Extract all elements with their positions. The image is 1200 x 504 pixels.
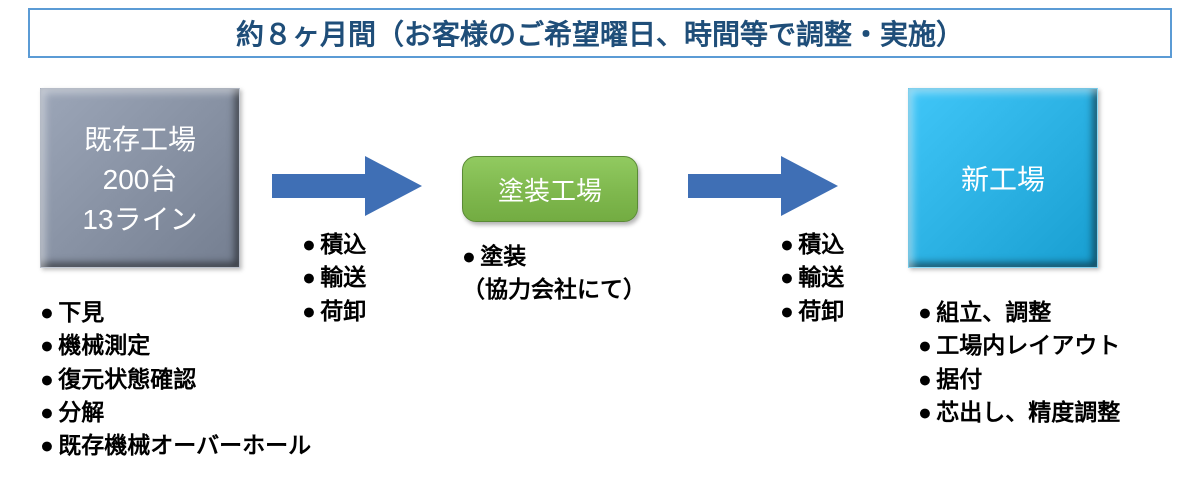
node-existing-factory: 既存工場 200台 13ライン [40, 88, 240, 268]
bullet-item: 荷卸 [780, 295, 844, 328]
bullet-item: 荷卸 [302, 295, 366, 328]
node-existing-line2: 200台 [103, 158, 178, 198]
arrow-2-shape [688, 156, 838, 216]
bullet-item: 組立、調整 [918, 296, 1120, 329]
bullets-transport-2: 積込輸送荷卸 [780, 228, 844, 328]
node-paint-factory: 塗装工場 [462, 156, 638, 222]
bullet-item: 復元状態確認 [40, 363, 311, 396]
bullet-item: 据付 [918, 363, 1120, 396]
bullet-item: 機械測定 [40, 329, 311, 362]
bullet-extra-line: （協力会社にて） [462, 273, 646, 306]
diagram-canvas: 約８ヶ月間（お客様のご希望曜日、時間等で調整・実施） 既存工場 200台 13ラ… [0, 0, 1200, 504]
bullet-item: 芯出し、精度調整 [918, 396, 1120, 429]
bullet-item: 分解 [40, 396, 311, 429]
arrow-2 [688, 156, 838, 216]
node-existing-line1: 既存工場 [84, 118, 196, 158]
bullet-item: 塗装 [462, 240, 646, 273]
bullet-item: 積込 [302, 228, 366, 261]
title-bar: 約８ヶ月間（お客様のご希望曜日、時間等で調整・実施） [28, 8, 1172, 58]
node-existing-line3: 13ライン [82, 198, 197, 238]
arrow-1-shape [272, 156, 422, 216]
bullet-item: 輸送 [302, 261, 366, 294]
bullets-existing: 下見機械測定復元状態確認分解既存機械オーバーホール [40, 296, 311, 463]
bullet-item: 輸送 [780, 261, 844, 294]
bullet-item: 工場内レイアウト [918, 329, 1120, 362]
arrow-1 [272, 156, 422, 216]
node-new-factory: 新工場 [908, 88, 1098, 268]
bullet-item: 積込 [780, 228, 844, 261]
bullets-paint: 塗装（協力会社にて） [462, 240, 646, 307]
bullet-item: 既存機械オーバーホール [40, 429, 311, 462]
bullet-item: 下見 [40, 296, 311, 329]
bullets-new: 組立、調整工場内レイアウト据付芯出し、精度調整 [918, 296, 1120, 429]
bullets-transport-1: 積込輸送荷卸 [302, 228, 366, 328]
